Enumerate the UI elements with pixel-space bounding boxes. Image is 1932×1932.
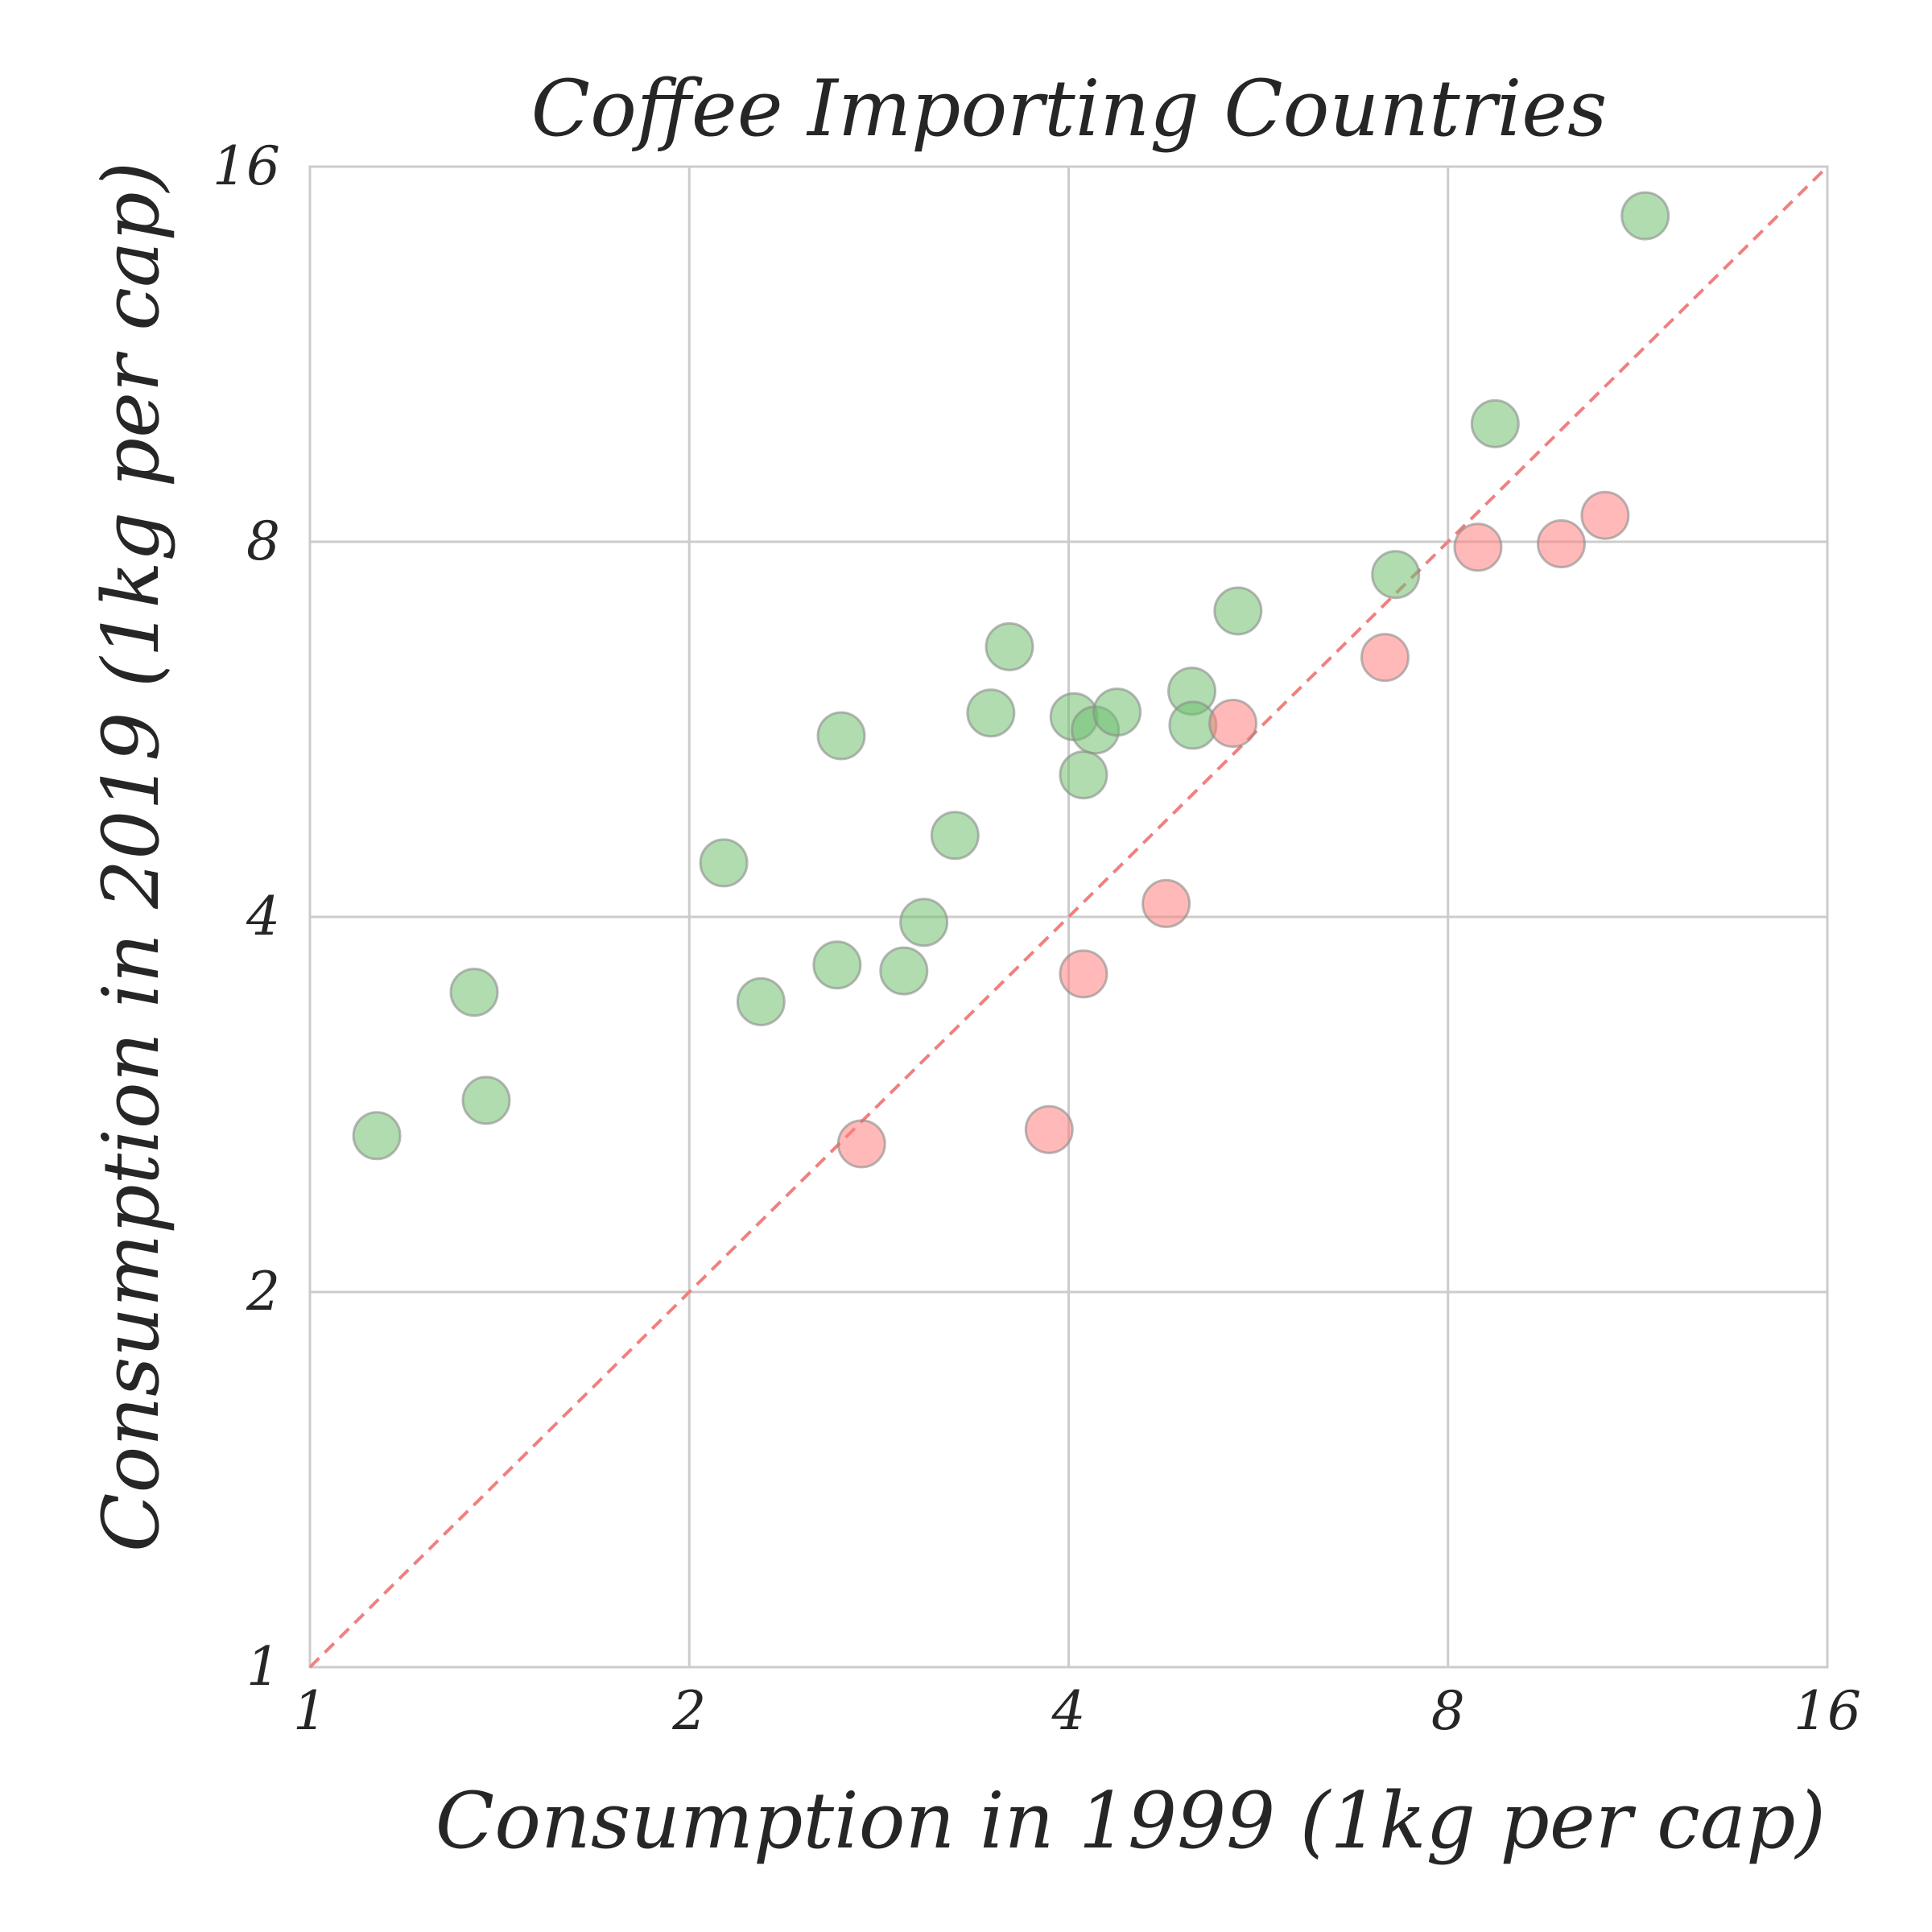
data-point-increase-11 [966, 688, 1016, 738]
data-point-increase-5 [736, 976, 786, 1026]
y-tick-label: 8 [246, 510, 280, 572]
data-point-increase-6 [812, 940, 862, 990]
y-tick-label: 2 [246, 1261, 280, 1323]
x-tick-label: 4 [1051, 1680, 1086, 1742]
chart-title: Coffee Importing Countries [531, 64, 1608, 154]
data-point-increase-7 [816, 711, 866, 761]
y-tick-labels: 1 2 4 8 16 [213, 135, 280, 1698]
data-point-increase-4 [699, 838, 749, 888]
data-point-decrease-2 [1024, 1104, 1074, 1154]
data-point-decrease-3 [1059, 949, 1108, 999]
data-point-increase-2 [449, 968, 499, 1018]
data-point-decrease-8 [1536, 519, 1586, 569]
x-tick-label: 8 [1431, 1680, 1465, 1742]
x-axis-label: Consumption in 1999 (1kg per cap) [436, 1776, 1826, 1866]
data-point-decrease-4 [1141, 878, 1191, 928]
x-tick-label: 1 [293, 1680, 327, 1742]
y-tick-label: 1 [246, 1636, 280, 1698]
y-tick-label: 16 [213, 135, 280, 197]
data-point-increase-8 [879, 946, 929, 996]
data-point-increase-22 [1620, 191, 1670, 241]
data-point-increase-19 [1213, 586, 1263, 636]
x-tick-label: 16 [1794, 1680, 1861, 1742]
data-points [352, 191, 1670, 1169]
y-axis-label: Consumption in 2019 (1kg per cap) [86, 162, 176, 1552]
data-point-increase-21 [1470, 398, 1520, 448]
data-point-decrease-1 [836, 1119, 886, 1169]
plot-frame [308, 165, 1829, 1669]
data-point-decrease-7 [1453, 522, 1503, 572]
data-point-increase-10 [930, 811, 980, 861]
data-point-decrease-9 [1580, 490, 1630, 540]
data-point-increase-1 [352, 1111, 402, 1161]
data-point-decrease-5 [1208, 699, 1258, 749]
x-tick-labels: 1 2 4 8 16 [293, 1680, 1861, 1742]
data-point-increase-14 [1059, 750, 1108, 800]
data-point-increase-20 [1371, 550, 1421, 600]
data-point-increase-9 [899, 898, 949, 947]
data-point-increase-3 [461, 1075, 511, 1125]
x-tick-label: 2 [671, 1680, 706, 1742]
data-point-increase-12 [985, 621, 1034, 671]
y-tick-label: 4 [246, 886, 280, 947]
data-point-decrease-6 [1360, 633, 1410, 683]
data-point-increase-16 [1092, 687, 1142, 737]
